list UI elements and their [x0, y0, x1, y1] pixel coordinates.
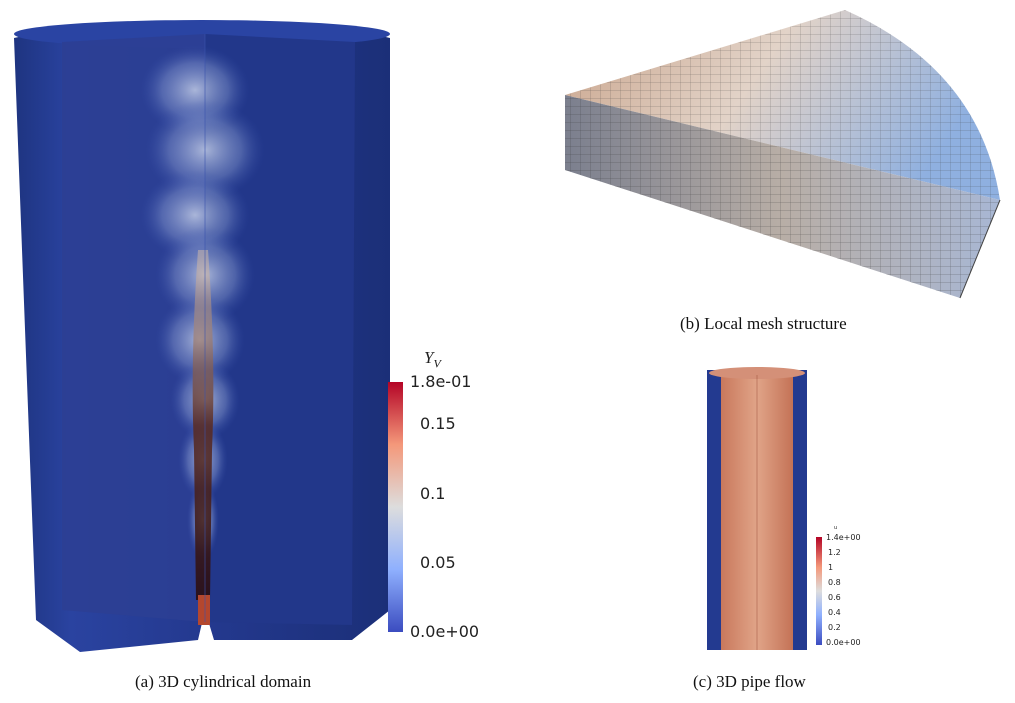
spray-core: [192, 250, 214, 600]
caption-b: (b) Local mesh structure: [680, 314, 847, 333]
colorbar-title: u: [834, 525, 838, 531]
tick-label: 0.8: [828, 578, 841, 587]
colorbar-yv: YV 1.8e-01 0.15 0.1 0.05 0.0e+00: [388, 348, 498, 642]
colorbar-title: YV: [424, 348, 441, 371]
tick-label: 0.0e+00: [826, 638, 861, 647]
tick-label: 0.15: [420, 414, 456, 433]
tick-label: 0.6: [828, 593, 841, 602]
colorbar-gradient: [816, 537, 822, 645]
caption-c: (c) 3D pipe flow: [693, 672, 806, 691]
colorbar-title-main: Y: [424, 348, 434, 367]
colorbar-gradient: [388, 382, 403, 632]
tick-label: 0.4: [828, 608, 841, 617]
tick-label: 0.05: [420, 553, 456, 572]
pipe-wall-left: [707, 370, 721, 650]
tick-label: 0.0e+00: [410, 622, 480, 641]
pipe-render: [707, 367, 807, 650]
tick-label: 1.8e-01: [410, 372, 472, 391]
tick-label: 1: [828, 563, 834, 572]
mesh-render: [565, 10, 1001, 299]
cylinder-render: [14, 20, 390, 652]
pipe-wall-right: [793, 370, 807, 650]
injector-nozzle: [198, 595, 210, 625]
tick-label: 0.2: [828, 623, 841, 632]
cylindrical-domain-figure: [0, 0, 400, 670]
tick-label: 1.2: [828, 548, 841, 557]
colorbar-u: u 1.4e+00 1.2 1 0.8 0.6 0.4 0.2 0.0e+00: [816, 525, 876, 650]
colorbar-title-sub: V: [433, 356, 441, 371]
caption-a: (a) 3D cylindrical domain: [135, 672, 312, 691]
tick-label: 1.4e+00: [826, 533, 861, 542]
pipe-flow-figure: [705, 365, 810, 655]
tick-label: 0.1: [420, 484, 446, 503]
mesh-structure-figure: [560, 10, 1005, 300]
